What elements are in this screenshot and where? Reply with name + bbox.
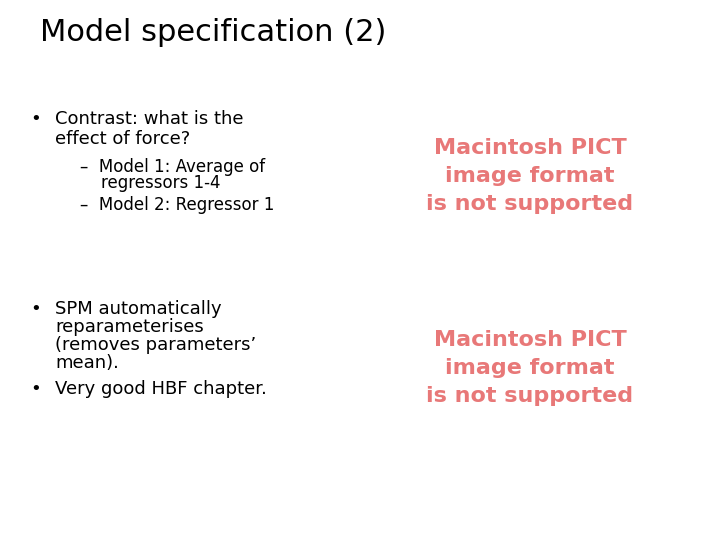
Text: Very good HBF chapter.: Very good HBF chapter. xyxy=(55,380,267,398)
Text: •: • xyxy=(30,300,41,318)
Text: is not supported: is not supported xyxy=(426,386,634,406)
Text: •: • xyxy=(30,110,41,128)
Text: reparameterises: reparameterises xyxy=(55,318,204,336)
Text: regressors 1-4: regressors 1-4 xyxy=(80,174,220,192)
Text: –  Model 1: Average of: – Model 1: Average of xyxy=(80,158,265,176)
Text: image format: image format xyxy=(445,358,615,378)
Text: is not supported: is not supported xyxy=(426,194,634,214)
Text: Contrast: what is the: Contrast: what is the xyxy=(55,110,243,128)
Text: (removes parameters’: (removes parameters’ xyxy=(55,336,256,354)
Text: SPM automatically: SPM automatically xyxy=(55,300,222,318)
Text: –  Model 2: Regressor 1: – Model 2: Regressor 1 xyxy=(80,196,274,214)
Text: •: • xyxy=(30,380,41,398)
Text: mean).: mean). xyxy=(55,354,119,372)
Text: Macintosh PICT: Macintosh PICT xyxy=(433,330,626,350)
Text: effect of force?: effect of force? xyxy=(55,130,190,148)
Text: image format: image format xyxy=(445,166,615,186)
Text: Macintosh PICT: Macintosh PICT xyxy=(433,138,626,158)
Text: Model specification (2): Model specification (2) xyxy=(40,18,387,47)
